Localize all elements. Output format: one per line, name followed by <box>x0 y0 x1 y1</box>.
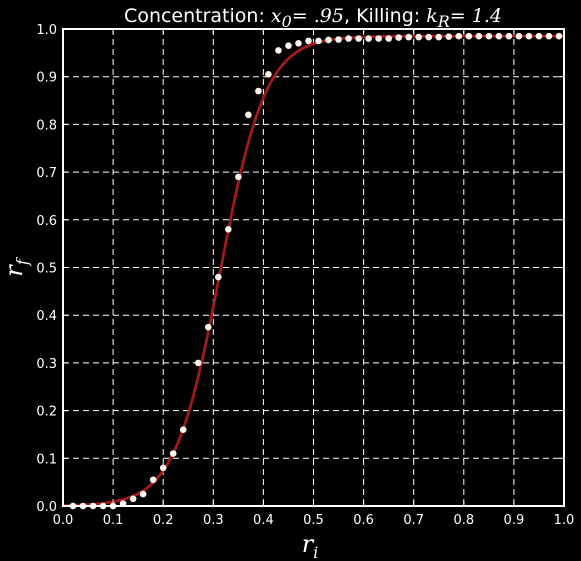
chart-title-prefix: Concentration: <box>124 5 271 27</box>
data-point <box>204 323 212 331</box>
data-point <box>315 37 322 45</box>
data-point <box>405 33 412 41</box>
data-point <box>149 476 157 484</box>
x-tick-label: 0.9 <box>504 513 525 528</box>
data-point <box>485 32 493 40</box>
data-point <box>385 35 392 42</box>
data-point <box>275 47 282 54</box>
data-point <box>305 37 312 45</box>
y-tick-label: 0.2 <box>36 405 57 420</box>
y-tick-label: 0.1 <box>36 452 57 467</box>
x-axis-label-main: r <box>302 530 315 558</box>
data-point <box>525 32 533 40</box>
chart-title-x0-symbol: x <box>271 5 282 27</box>
chart-title-k-symbol: k <box>426 5 438 27</box>
y-tick-label: 0.5 <box>36 262 57 277</box>
chart-title-k-value: = 1.4 <box>450 5 502 27</box>
data-point <box>425 33 433 41</box>
data-point <box>495 32 503 40</box>
x-tick-label: 0.4 <box>253 513 274 528</box>
chart-title-x0-subscript: 0 <box>282 12 292 31</box>
x-axis-label: ri <box>302 530 319 561</box>
y-axis-label-subscript: f <box>13 256 32 266</box>
data-point <box>265 71 272 78</box>
data-point <box>129 495 137 503</box>
x-tick-label: 0.1 <box>103 513 124 528</box>
data-point <box>235 173 242 181</box>
x-tick-label: 0.0 <box>53 513 74 528</box>
x-tick-label: 0.7 <box>403 513 424 528</box>
chart-title-middle: , Killing: <box>344 5 426 27</box>
data-point <box>159 464 167 472</box>
data-point <box>475 32 483 40</box>
data-points-layer <box>69 32 563 510</box>
chart-title-k-subscript: R <box>437 12 450 31</box>
data-point <box>325 36 332 44</box>
y-tick-label: 0.6 <box>36 214 57 229</box>
x-tick-label: 0.5 <box>303 513 324 528</box>
data-point <box>215 273 222 281</box>
x-tick-label: 0.2 <box>153 513 174 528</box>
grid <box>63 29 564 506</box>
ticks: 0.0 0.1 0.2 0.3 0.4 0.5 0.6 0.7 0.8 0.9 1.0 0.0 0.1 0… <box>36 23 574 528</box>
data-point <box>335 36 342 43</box>
data-point <box>225 226 232 233</box>
x-axis-label-subscript: i <box>313 543 318 561</box>
data-point <box>465 32 473 40</box>
data-point <box>194 359 202 367</box>
x-tick-label: 0.3 <box>203 513 224 528</box>
data-point <box>515 32 523 40</box>
y-tick-label: 0.8 <box>36 118 57 133</box>
chart-title: Concentration: x0= .95, Killing: kR= 1.4 <box>124 5 502 31</box>
y-tick-label: 1.0 <box>36 23 57 38</box>
data-point <box>245 111 252 119</box>
y-axis-label-main: r <box>0 264 28 277</box>
data-point <box>555 32 563 40</box>
chart-title-x0-value: = .95 <box>292 5 344 27</box>
data-point <box>545 32 553 40</box>
data-point <box>455 32 463 40</box>
data-point <box>445 33 453 40</box>
data-point <box>365 35 372 42</box>
x-tick-label: 1.0 <box>554 513 575 528</box>
x-tick-label: 0.6 <box>353 513 374 528</box>
data-point <box>255 87 262 95</box>
data-point <box>395 34 402 41</box>
data-point <box>355 35 362 42</box>
y-axis-label: rf <box>0 256 32 276</box>
data-point <box>505 32 513 40</box>
data-point <box>435 33 443 41</box>
data-point <box>415 33 423 41</box>
plot-frame <box>62 28 565 507</box>
y-tick-label: 0.0 <box>36 500 57 515</box>
y-tick-label: 0.7 <box>36 166 57 181</box>
data-point <box>295 40 302 47</box>
data-point <box>179 426 187 433</box>
data-point <box>169 450 177 457</box>
y-tick-label: 0.4 <box>36 309 57 324</box>
data-point <box>285 42 292 49</box>
y-tick-label: 0.9 <box>36 71 57 86</box>
data-point <box>375 35 382 42</box>
data-point <box>139 490 147 498</box>
y-tick-label: 0.3 <box>36 357 57 372</box>
x-tick-label: 0.8 <box>453 513 474 528</box>
data-point <box>535 32 543 40</box>
data-point <box>345 35 352 42</box>
